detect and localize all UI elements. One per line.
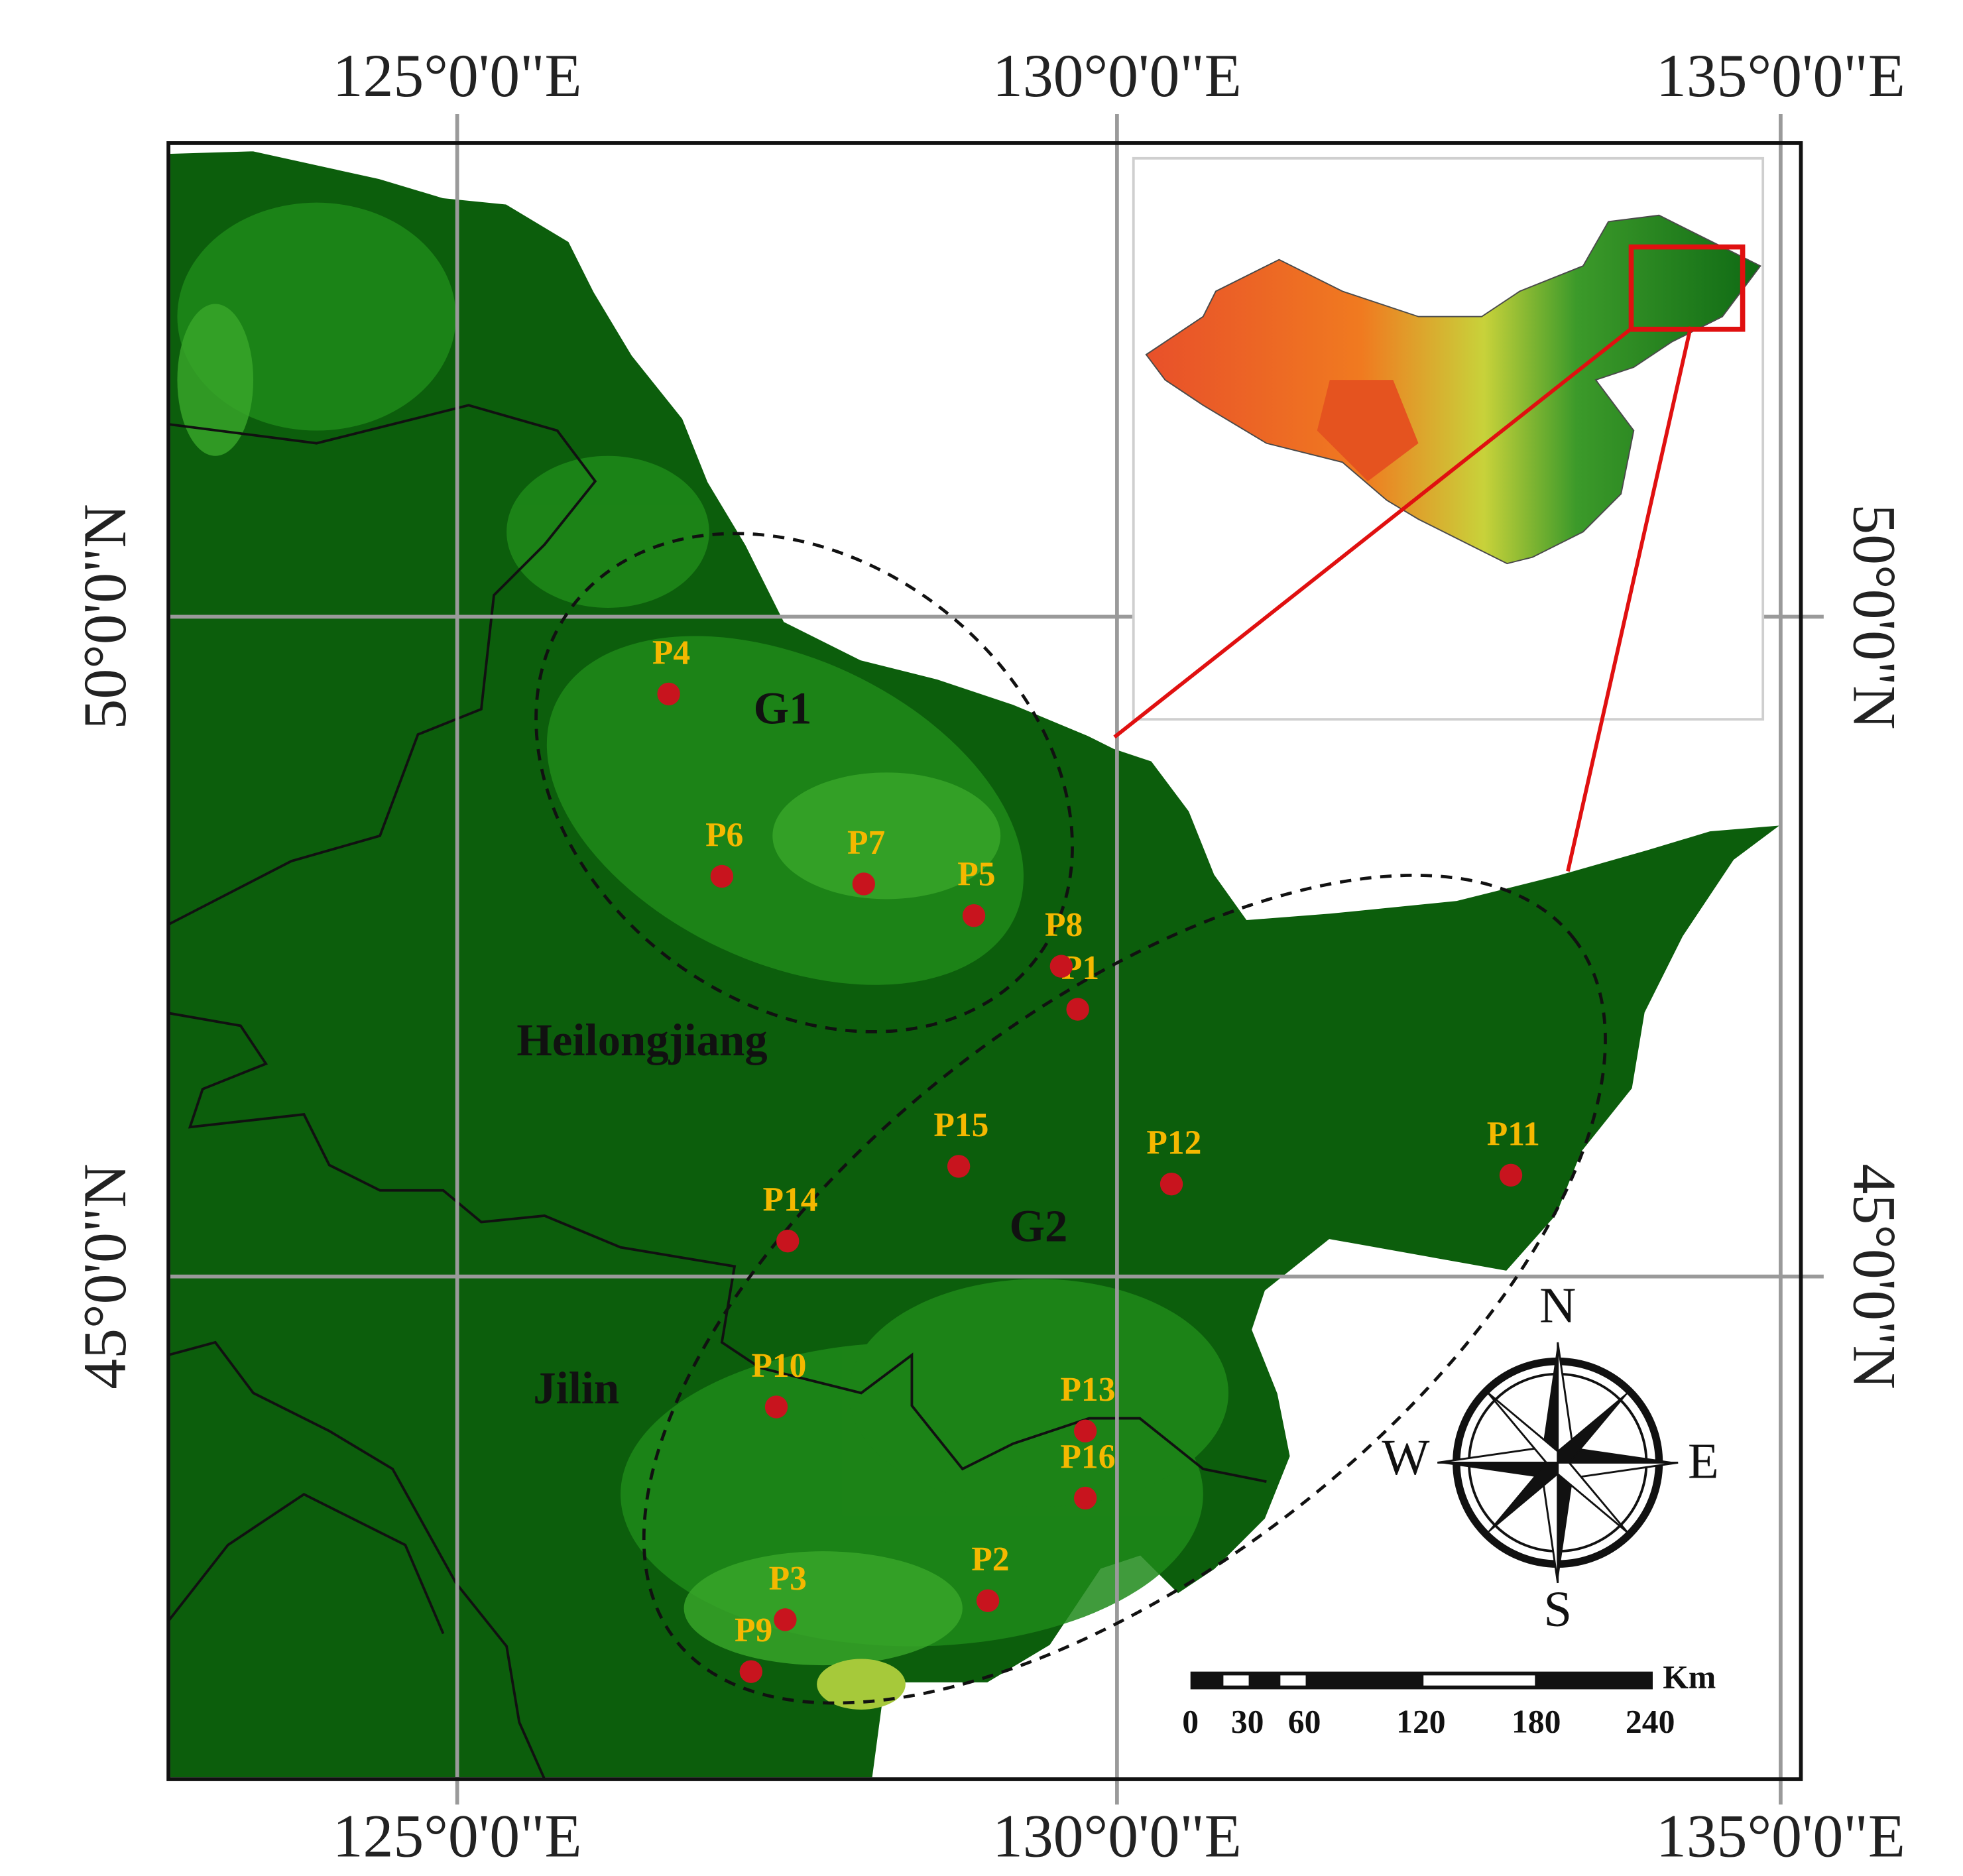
site-label: P10 [751, 1347, 806, 1385]
scale-label: 30 [1231, 1703, 1264, 1739]
site-marker [1499, 1163, 1523, 1187]
longitude-label: 130°0'0"E [992, 1802, 1242, 1870]
site-marker [976, 1589, 1000, 1612]
scale-label: 240 [1626, 1703, 1675, 1739]
site-marker [947, 1155, 971, 1178]
site-marker [710, 864, 734, 888]
longitude-label: 135°0'0"E [1656, 42, 1905, 109]
site-label: P12 [1146, 1124, 1201, 1162]
site-marker [739, 1660, 763, 1683]
site-label: P13 [1060, 1371, 1115, 1409]
scale-label: 0 [1182, 1703, 1199, 1739]
compass-letter: E [1688, 1433, 1719, 1490]
inset-link [1113, 325, 1636, 739]
region-label: Jilin [533, 1363, 619, 1413]
latitude-label: 45°0'0"N [71, 1164, 139, 1389]
site-label: P15 [933, 1106, 988, 1144]
inset-highland [1317, 380, 1419, 481]
site-marker [1160, 1172, 1183, 1196]
compass-letter: W [1382, 1429, 1429, 1486]
site-marker [1049, 955, 1073, 978]
group-label: G2 [1010, 1201, 1068, 1252]
scale-unit: Km [1663, 1659, 1716, 1695]
site-label: P4 [652, 634, 690, 672]
inset-china [1145, 214, 1761, 565]
terrain-low [817, 1659, 906, 1710]
site-marker [1073, 1486, 1097, 1510]
site-label: P5 [957, 856, 995, 894]
site-label: P6 [705, 816, 743, 854]
compass-letter: S [1543, 1581, 1572, 1637]
compass-letter: N [1539, 1277, 1576, 1334]
site-marker [1073, 1419, 1097, 1442]
province-borders [168, 404, 1267, 1780]
group-label: G1 [754, 683, 812, 733]
latitude-label: 50°0'0"N [71, 504, 139, 729]
longitude-label: 125°0'0"E [333, 42, 582, 109]
group-ellipse [534, 532, 1074, 1033]
terrain-light [177, 304, 1001, 1666]
site-marker [1066, 998, 1089, 1021]
site-label: P3 [769, 1560, 807, 1598]
region-label: Heilongjiang [516, 1015, 767, 1065]
scale-label: 180 [1512, 1703, 1561, 1739]
map-frame [166, 141, 1803, 1781]
inset-highlight [1628, 244, 1746, 332]
inset-link [1566, 326, 1693, 872]
site-label: P7 [847, 824, 885, 862]
latitude-label: 50°0'0"N [1841, 504, 1909, 729]
site-label: P16 [1060, 1438, 1115, 1476]
site-marker [764, 1395, 788, 1419]
scale-label: 60 [1288, 1703, 1321, 1739]
group-ellipse [642, 874, 1607, 1705]
site-label: P9 [735, 1612, 772, 1649]
scale-bar [1190, 1671, 1653, 1690]
site-marker [657, 682, 680, 706]
site-label: P14 [763, 1181, 818, 1219]
scale-label: 120 [1396, 1703, 1445, 1739]
site-marker [962, 904, 986, 927]
longitude-label: 125°0'0"E [333, 1802, 582, 1870]
longitude-label: 130°0'0"E [992, 42, 1242, 109]
compass-rose [1437, 1342, 1679, 1584]
site-marker [776, 1229, 800, 1253]
site-label: P11 [1487, 1115, 1540, 1153]
longitude-label: 135°0'0"E [1656, 1802, 1905, 1870]
site-marker [774, 1608, 797, 1631]
site-label: P8 [1045, 906, 1083, 944]
site-label: P2 [971, 1541, 1009, 1578]
latitude-label: 45°0'0"N [1841, 1164, 1909, 1389]
site-marker [852, 872, 876, 896]
graticule [168, 113, 1824, 1805]
